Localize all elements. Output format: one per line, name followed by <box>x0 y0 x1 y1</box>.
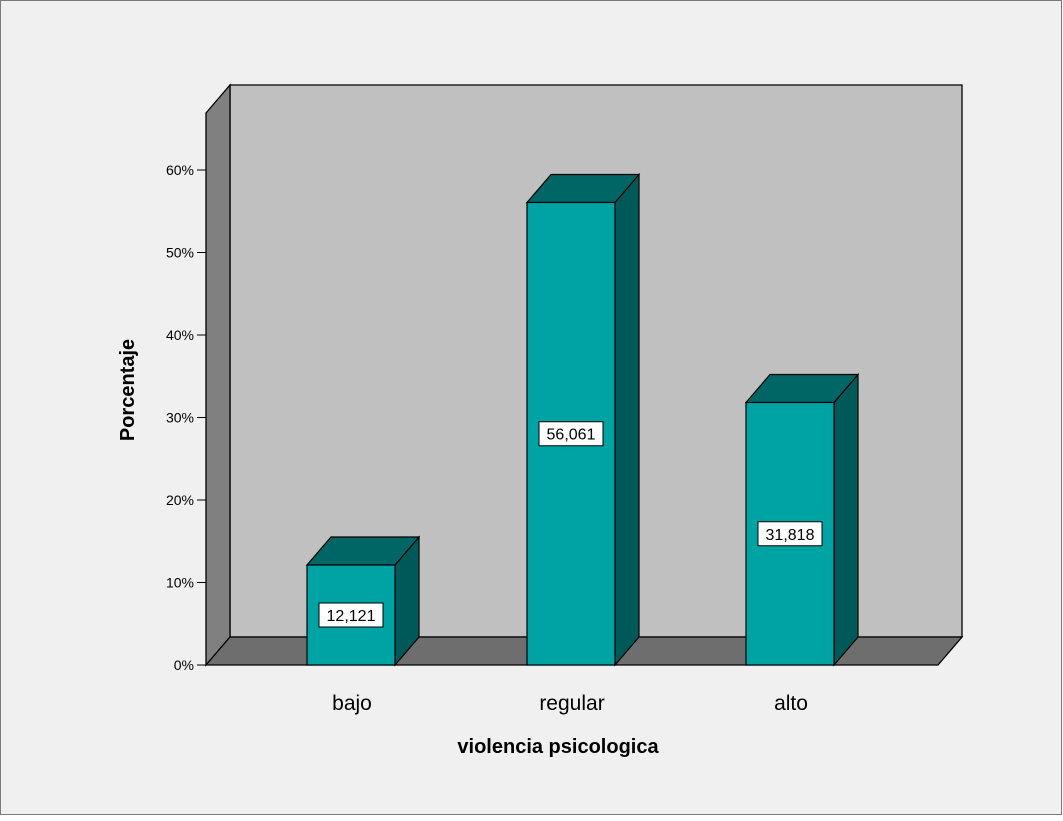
bar-side-face <box>614 172 640 667</box>
y-axis-title: Porcentaje <box>117 339 139 441</box>
x-tick-label: regular <box>539 692 604 715</box>
y-tick-label: 20% <box>166 492 194 508</box>
x-axis-title: violencia psicologica <box>457 736 659 758</box>
y-tick-label: 10% <box>166 575 194 591</box>
data-label-box <box>538 421 604 447</box>
x-tick-label: bajo <box>332 692 372 715</box>
x-tick-label: alto <box>774 692 808 715</box>
y-tick-label: 30% <box>166 410 194 426</box>
y-tick-label: 50% <box>166 245 194 261</box>
x-axis: bajo regular alto <box>332 692 808 715</box>
data-label-box <box>757 521 823 547</box>
y-tick-label: 60% <box>166 162 194 178</box>
bar-alto: 31,818 <box>744 372 860 667</box>
bars: 12,121 56,061 31,818 <box>305 172 860 667</box>
plot-left-wall <box>205 83 231 667</box>
data-label: 56,061 <box>547 427 596 444</box>
data-label: 12,121 <box>327 608 376 625</box>
bar-bajo: 12,121 <box>305 535 421 667</box>
y-tick-label: 0% <box>174 657 194 673</box>
bar-side-face <box>833 372 859 667</box>
bar-regular: 56,061 <box>525 172 641 667</box>
y-axis: 0% 10% 20% 30% 40% 50% 60% <box>166 162 206 673</box>
data-label: 31,818 <box>766 527 815 544</box>
data-label-box <box>318 602 384 628</box>
y-tick-label: 40% <box>166 327 194 343</box>
